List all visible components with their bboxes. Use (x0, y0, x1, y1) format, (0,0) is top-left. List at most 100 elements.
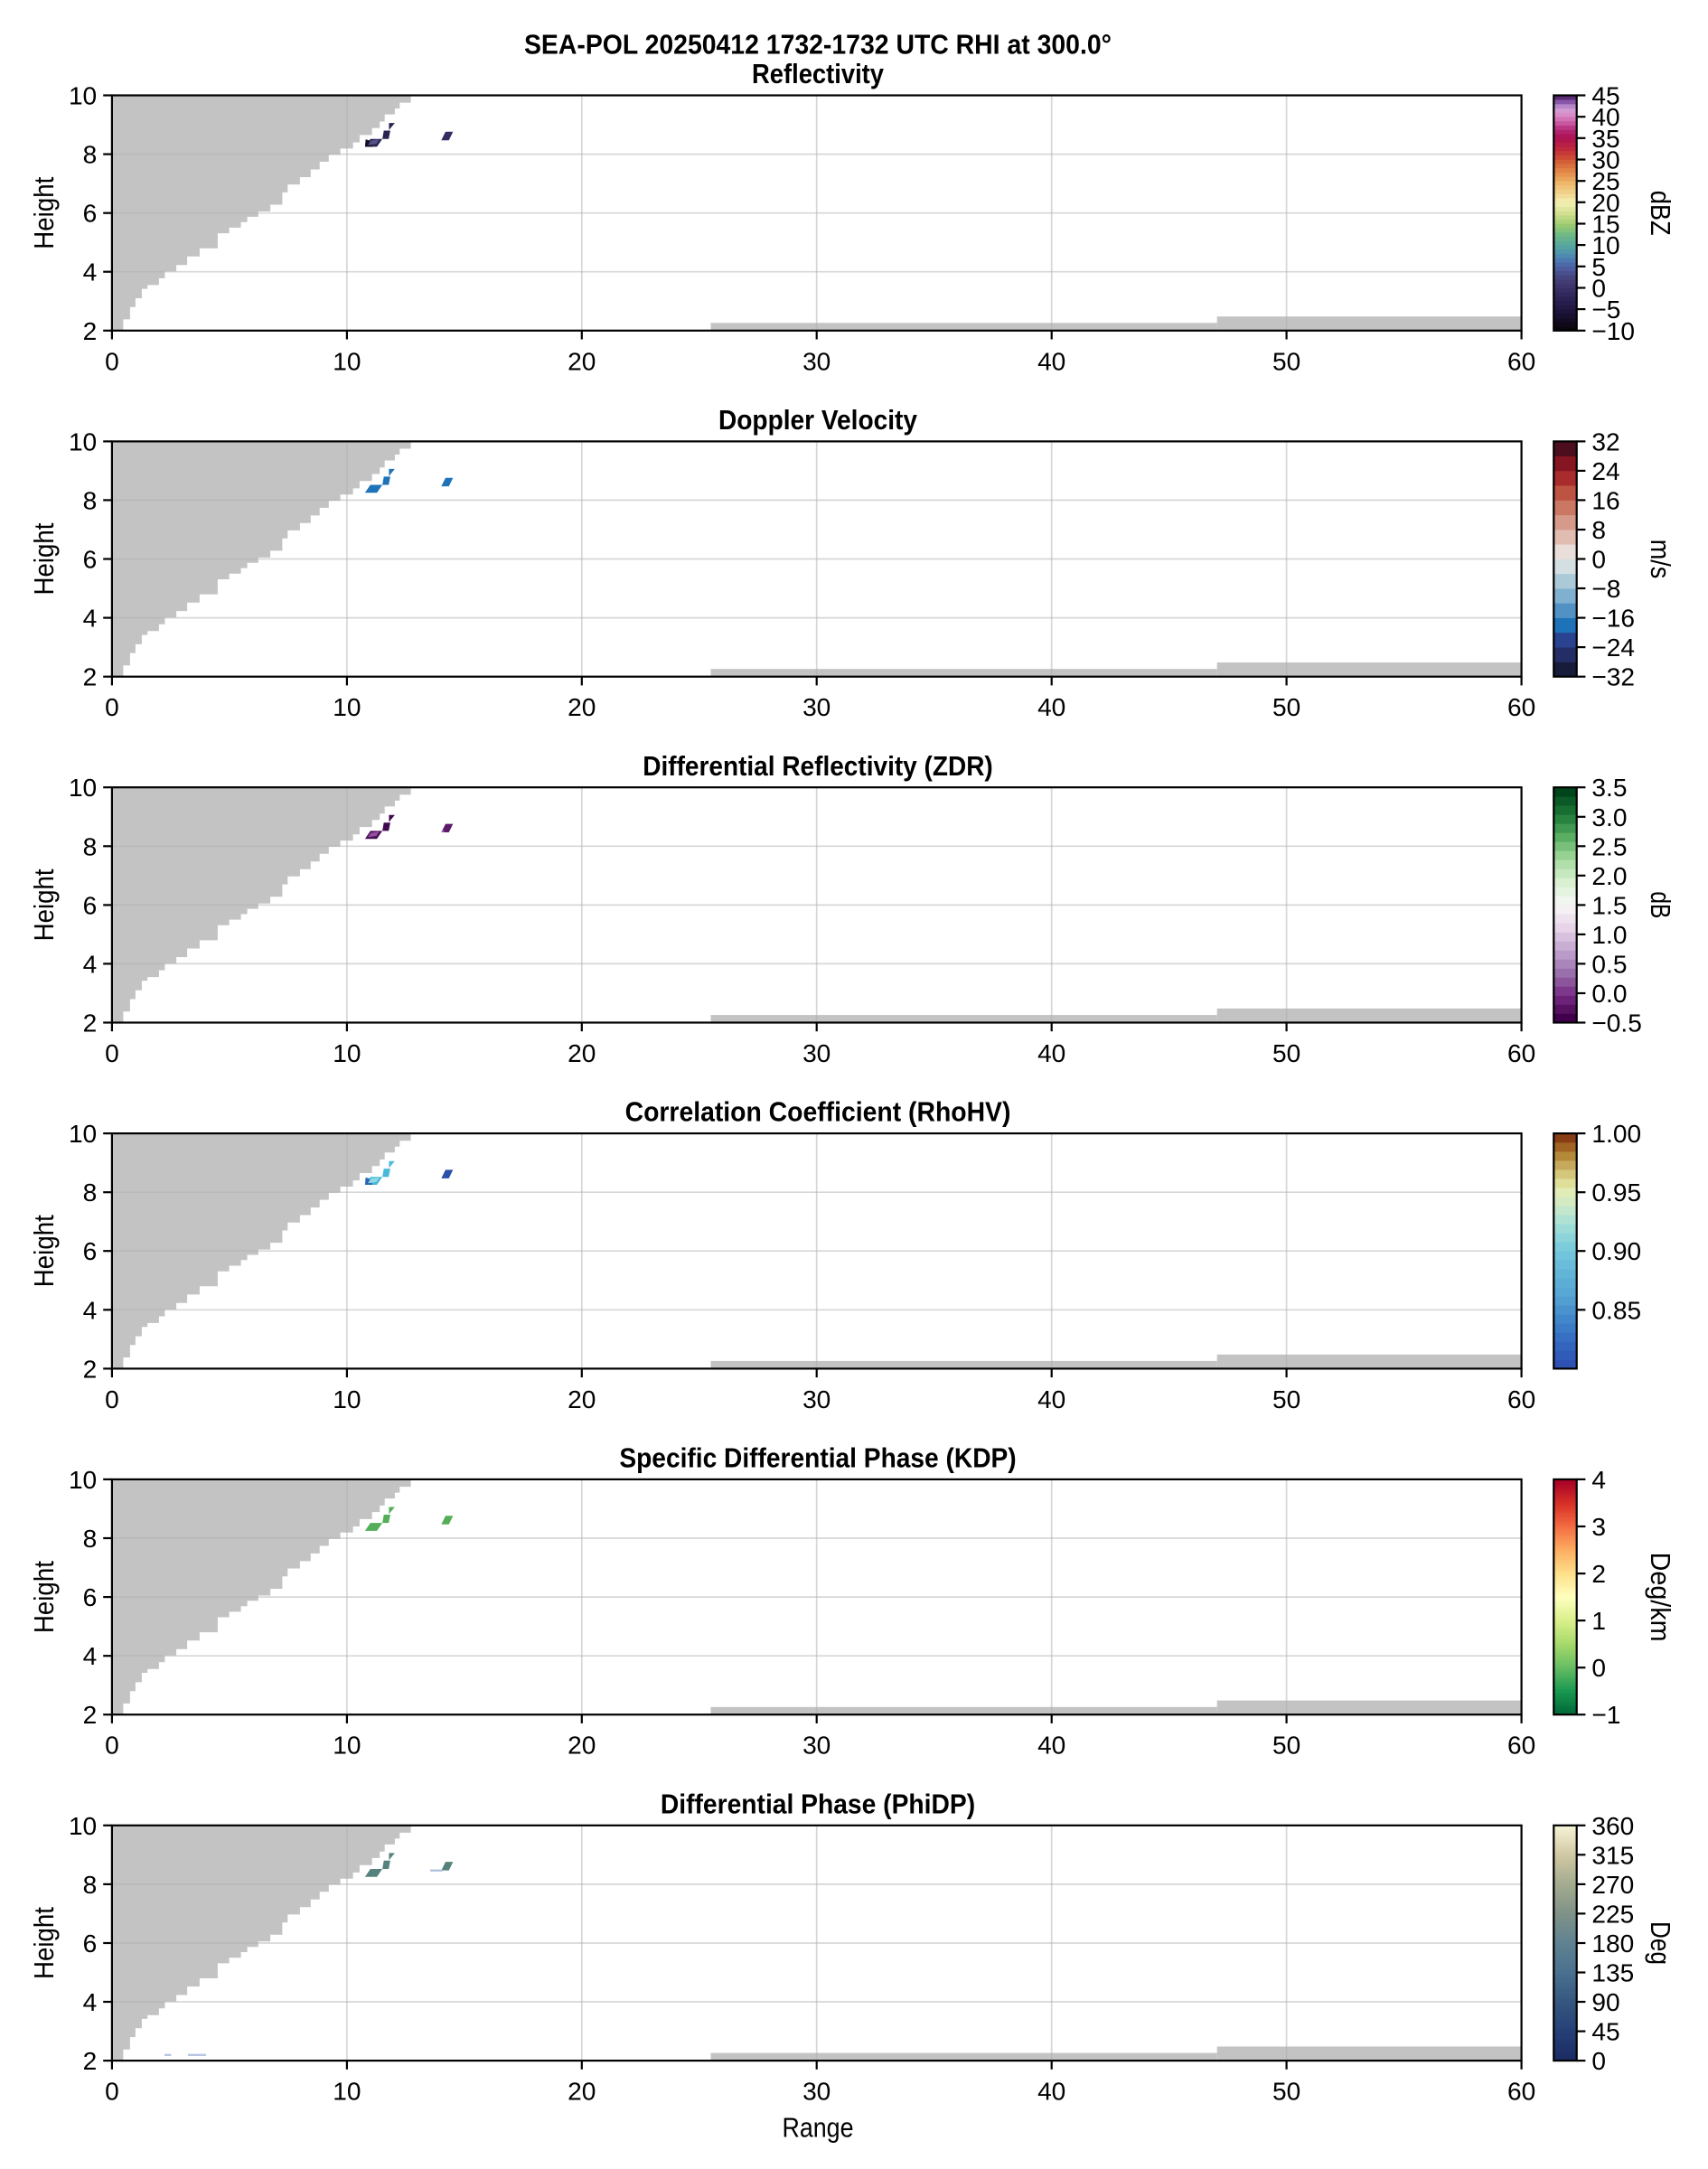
svg-text:0.90: 0.90 (1591, 1237, 1641, 1265)
svg-text:2: 2 (83, 317, 98, 345)
svg-text:10: 10 (69, 82, 97, 110)
svg-text:0: 0 (1591, 546, 1606, 574)
svg-text:270: 270 (1591, 1871, 1634, 1899)
svg-text:4: 4 (83, 258, 98, 286)
svg-text:−5: −5 (1591, 296, 1620, 324)
svg-text:6: 6 (83, 1237, 98, 1265)
svg-text:3.0: 3.0 (1591, 803, 1627, 831)
svg-text:15: 15 (1591, 211, 1619, 239)
svg-text:dBZ: dBZ (1645, 191, 1675, 236)
svg-text:180: 180 (1591, 1930, 1634, 1958)
svg-text:Deg/km: Deg/km (1645, 1553, 1675, 1642)
svg-text:2: 2 (83, 1009, 98, 1038)
svg-text:0.95: 0.95 (1591, 1178, 1641, 1207)
svg-text:50: 50 (1272, 1385, 1300, 1413)
svg-text:10: 10 (69, 1120, 97, 1148)
svg-text:360: 360 (1591, 1812, 1634, 1840)
svg-text:0: 0 (105, 2078, 119, 2106)
svg-text:1.00: 1.00 (1591, 1120, 1641, 1148)
svg-text:60: 60 (1507, 1385, 1535, 1413)
svg-text:10: 10 (69, 774, 97, 802)
svg-text:Height: Height (29, 1561, 60, 1633)
svg-text:0: 0 (105, 1039, 119, 1067)
svg-text:−1: −1 (1591, 1701, 1620, 1729)
svg-text:Height: Height (29, 176, 60, 249)
svg-text:Reflectivity: Reflectivity (752, 59, 884, 89)
svg-text:50: 50 (1272, 2078, 1300, 2106)
svg-text:10: 10 (333, 347, 361, 375)
svg-text:60: 60 (1507, 2078, 1535, 2106)
svg-text:0: 0 (1591, 275, 1606, 303)
svg-text:35: 35 (1591, 125, 1619, 153)
svg-text:Range: Range (783, 2113, 854, 2144)
svg-text:20: 20 (568, 1385, 596, 1413)
svg-text:2: 2 (83, 2047, 98, 2075)
svg-text:4: 4 (83, 605, 98, 633)
svg-text:10: 10 (333, 1732, 361, 1760)
svg-text:1.5: 1.5 (1591, 891, 1627, 919)
svg-text:0.5: 0.5 (1591, 950, 1627, 978)
svg-text:4: 4 (83, 950, 98, 978)
svg-text:8: 8 (83, 486, 98, 514)
svg-text:0: 0 (105, 1732, 119, 1760)
svg-text:16: 16 (1591, 486, 1619, 514)
svg-text:225: 225 (1591, 1900, 1634, 1928)
svg-text:−0.5: −0.5 (1591, 1009, 1641, 1038)
svg-text:Height: Height (29, 869, 60, 941)
svg-text:6: 6 (83, 200, 98, 228)
svg-text:Height: Height (29, 1215, 60, 1287)
svg-text:60: 60 (1507, 1039, 1535, 1067)
svg-text:10: 10 (69, 1466, 97, 1494)
svg-text:8: 8 (83, 832, 98, 860)
svg-text:60: 60 (1507, 693, 1535, 721)
svg-text:6: 6 (83, 891, 98, 919)
svg-text:24: 24 (1591, 457, 1619, 485)
svg-text:6: 6 (83, 1583, 98, 1611)
svg-text:8: 8 (1591, 516, 1606, 544)
svg-text:2: 2 (83, 663, 98, 691)
svg-text:Correlation Coefficient (RhoHV: Correlation Coefficient (RhoHV) (625, 1097, 1011, 1128)
svg-text:Height: Height (29, 1907, 60, 1979)
svg-text:m/s: m/s (1645, 540, 1675, 579)
svg-text:dB: dB (1645, 891, 1675, 918)
svg-text:30: 30 (802, 347, 831, 375)
svg-text:8: 8 (83, 1178, 98, 1207)
svg-text:Differential Reflectivity (ZDR: Differential Reflectivity (ZDR) (643, 751, 993, 782)
svg-text:1: 1 (1591, 1607, 1606, 1635)
svg-text:Deg: Deg (1645, 1921, 1675, 1965)
svg-text:4: 4 (83, 1988, 98, 2016)
svg-text:30: 30 (802, 693, 831, 721)
svg-text:Specific Differential Phase (K: Specific Differential Phase (KDP) (619, 1443, 1016, 1474)
svg-text:−8: −8 (1591, 575, 1620, 603)
svg-text:20: 20 (568, 347, 596, 375)
svg-text:0: 0 (1591, 2047, 1606, 2075)
svg-text:4: 4 (1591, 1466, 1606, 1494)
svg-text:20: 20 (568, 1732, 596, 1760)
svg-text:45: 45 (1591, 82, 1619, 110)
svg-text:20: 20 (568, 1039, 596, 1067)
svg-text:Height: Height (29, 522, 60, 595)
svg-text:10: 10 (333, 693, 361, 721)
svg-text:315: 315 (1591, 1841, 1634, 1869)
svg-text:2.5: 2.5 (1591, 832, 1627, 860)
svg-text:2.0: 2.0 (1591, 862, 1627, 890)
svg-text:50: 50 (1272, 1039, 1300, 1067)
svg-text:40: 40 (1037, 693, 1065, 721)
svg-text:0: 0 (105, 347, 119, 375)
svg-text:50: 50 (1272, 1732, 1300, 1760)
svg-text:25: 25 (1591, 167, 1619, 195)
svg-text:20: 20 (568, 693, 596, 721)
svg-text:135: 135 (1591, 1959, 1634, 1987)
svg-text:40: 40 (1037, 1732, 1065, 1760)
svg-text:20: 20 (568, 2078, 596, 2106)
svg-text:2: 2 (1591, 1560, 1606, 1588)
svg-text:40: 40 (1037, 2078, 1065, 2106)
svg-text:4: 4 (83, 1296, 98, 1324)
svg-text:0.85: 0.85 (1591, 1296, 1641, 1324)
svg-text:40: 40 (1037, 347, 1065, 375)
svg-text:50: 50 (1272, 347, 1300, 375)
svg-text:10: 10 (69, 1812, 97, 1840)
svg-text:0: 0 (1591, 1654, 1606, 1682)
svg-text:8: 8 (83, 1871, 98, 1899)
svg-text:2: 2 (83, 1701, 98, 1729)
